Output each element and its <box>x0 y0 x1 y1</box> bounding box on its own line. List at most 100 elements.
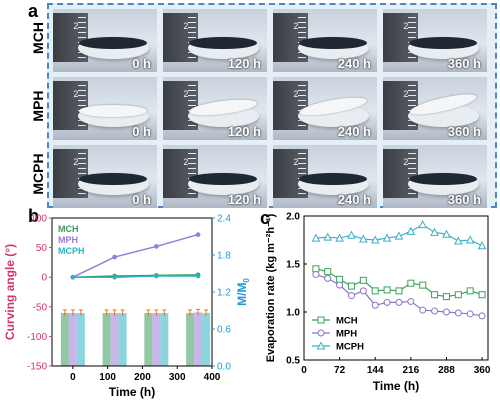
ruler: 2 <box>53 149 89 198</box>
data-point <box>347 230 356 239</box>
data-point <box>359 287 367 295</box>
x-tick-label: 360 <box>474 365 491 376</box>
series-line-mcph <box>72 275 199 278</box>
row-label-mcph: MCPH <box>30 153 46 195</box>
time-label: 120 h <box>227 56 261 71</box>
panel-letter-c: c <box>260 208 271 228</box>
data-point <box>406 226 416 235</box>
y2-axis-title-subscript: 0 <box>242 278 251 283</box>
panel-letter-a: a <box>28 1 39 21</box>
hydrogel-film <box>409 172 477 186</box>
data-point <box>419 306 427 314</box>
legend-marker <box>316 341 326 350</box>
data-point <box>477 241 487 250</box>
data-point <box>419 281 427 289</box>
y-tick-label: -150 <box>27 362 47 373</box>
time-label: 240 h <box>337 124 371 139</box>
x-tick-label: 72 <box>334 365 346 376</box>
y-tick-label: 50 <box>36 243 48 254</box>
ruler: 2 <box>383 81 419 130</box>
data-point <box>394 231 404 240</box>
data-point <box>323 232 333 241</box>
data-point <box>336 275 344 283</box>
hydrogel-film <box>409 36 477 50</box>
hydrogel-film <box>299 36 367 50</box>
row-label-mph: MPH <box>30 90 46 122</box>
y-axis-title: Evaporation rate (kg m⁻²h⁻¹) <box>265 213 277 362</box>
photo-tile: 2 240 h <box>273 77 377 140</box>
data-point <box>465 235 475 244</box>
ruler-number: 2 <box>403 157 409 167</box>
x-tick-label: 0 <box>70 372 76 383</box>
y2-tick-label: 1.2 <box>217 288 231 299</box>
y-tick-label: 2.0 <box>286 212 300 223</box>
bar-mass-ratio <box>202 312 211 366</box>
bar-mass-ratio <box>118 312 127 366</box>
chart-c: 0.5 1.0 1.5 2.0 Evaporation rate (kg m⁻²h⁻¹)… <box>265 212 491 394</box>
y2-tick-label: 0.6 <box>217 325 231 336</box>
data-point <box>336 281 344 289</box>
hydrogel-film <box>79 36 147 50</box>
y-tick-label: 1.0 <box>286 308 300 319</box>
photo-panel-a: 2 0 h 2 120 h 2 240 h 2 360 h 2 0 h 2 120 h 2 240 h 2 3… <box>47 3 497 208</box>
ruler-number: 2 <box>73 89 79 99</box>
data-point <box>466 287 474 295</box>
data-point <box>442 229 451 238</box>
ruler-number: 2 <box>403 21 409 31</box>
bar-mass-ratio <box>144 312 153 366</box>
y2-axis-title-text: M/M <box>235 283 249 306</box>
legend-marker <box>317 329 325 337</box>
bar-mass-ratio <box>152 312 161 366</box>
data-point <box>454 309 462 317</box>
legend-entry-mcph: MCPH <box>58 246 85 256</box>
data-point <box>312 271 320 279</box>
data-point <box>154 273 159 279</box>
data-point <box>324 268 332 276</box>
ruler: 2 <box>163 149 199 198</box>
data-point <box>347 292 355 300</box>
hydrogel-film <box>79 104 147 118</box>
data-point <box>454 291 462 299</box>
y-tick-label: -50 <box>33 302 48 313</box>
data-point <box>347 282 355 290</box>
data-point <box>359 234 368 243</box>
ruler: 2 <box>273 81 309 130</box>
photo-tile: 2 240 h <box>273 145 377 208</box>
data-point <box>359 276 367 284</box>
data-point <box>371 287 379 295</box>
ruler: 2 <box>53 81 89 130</box>
ruler: 2 <box>163 81 199 130</box>
ruler: 2 <box>53 13 89 62</box>
data-point <box>112 274 117 280</box>
time-label: 120 h <box>227 192 261 207</box>
data-point <box>195 273 201 279</box>
photo-tile: 2 360 h <box>383 77 487 140</box>
legend-entry-mch: MCH <box>58 224 79 234</box>
x-tick-label: 200 <box>134 372 151 383</box>
ruler: 2 <box>383 149 419 198</box>
data-point <box>312 265 320 273</box>
legend-entry-mch: MCH <box>336 316 358 327</box>
data-point <box>324 274 332 282</box>
data-point <box>382 233 392 242</box>
time-label: 0 h <box>132 192 151 207</box>
time-label: 0 h <box>132 56 151 71</box>
row-label-mch: MCH <box>30 22 46 54</box>
photo-tile: 2 120 h <box>163 77 267 140</box>
hydrogel-film <box>299 172 367 186</box>
chart-b: -150 -100 -50 0 50 100 Curving angle (°) 0.0 0.6… <box>3 214 251 400</box>
data-point <box>430 227 439 236</box>
data-point <box>431 291 439 299</box>
hydrogel-film <box>189 172 257 186</box>
photo-tile: 2 240 h <box>273 9 377 72</box>
photo-tile: 2 120 h <box>163 9 267 72</box>
time-label: 240 h <box>337 192 371 207</box>
photo-tile: 2 0 h <box>53 77 157 140</box>
x-tick-label: 100 <box>99 372 116 383</box>
time-label: 0 h <box>132 124 151 139</box>
data-point <box>370 235 380 244</box>
ruler-number: 2 <box>293 89 299 99</box>
data-point <box>478 312 486 320</box>
series-line-mph <box>72 233 199 278</box>
data-point <box>478 291 486 299</box>
